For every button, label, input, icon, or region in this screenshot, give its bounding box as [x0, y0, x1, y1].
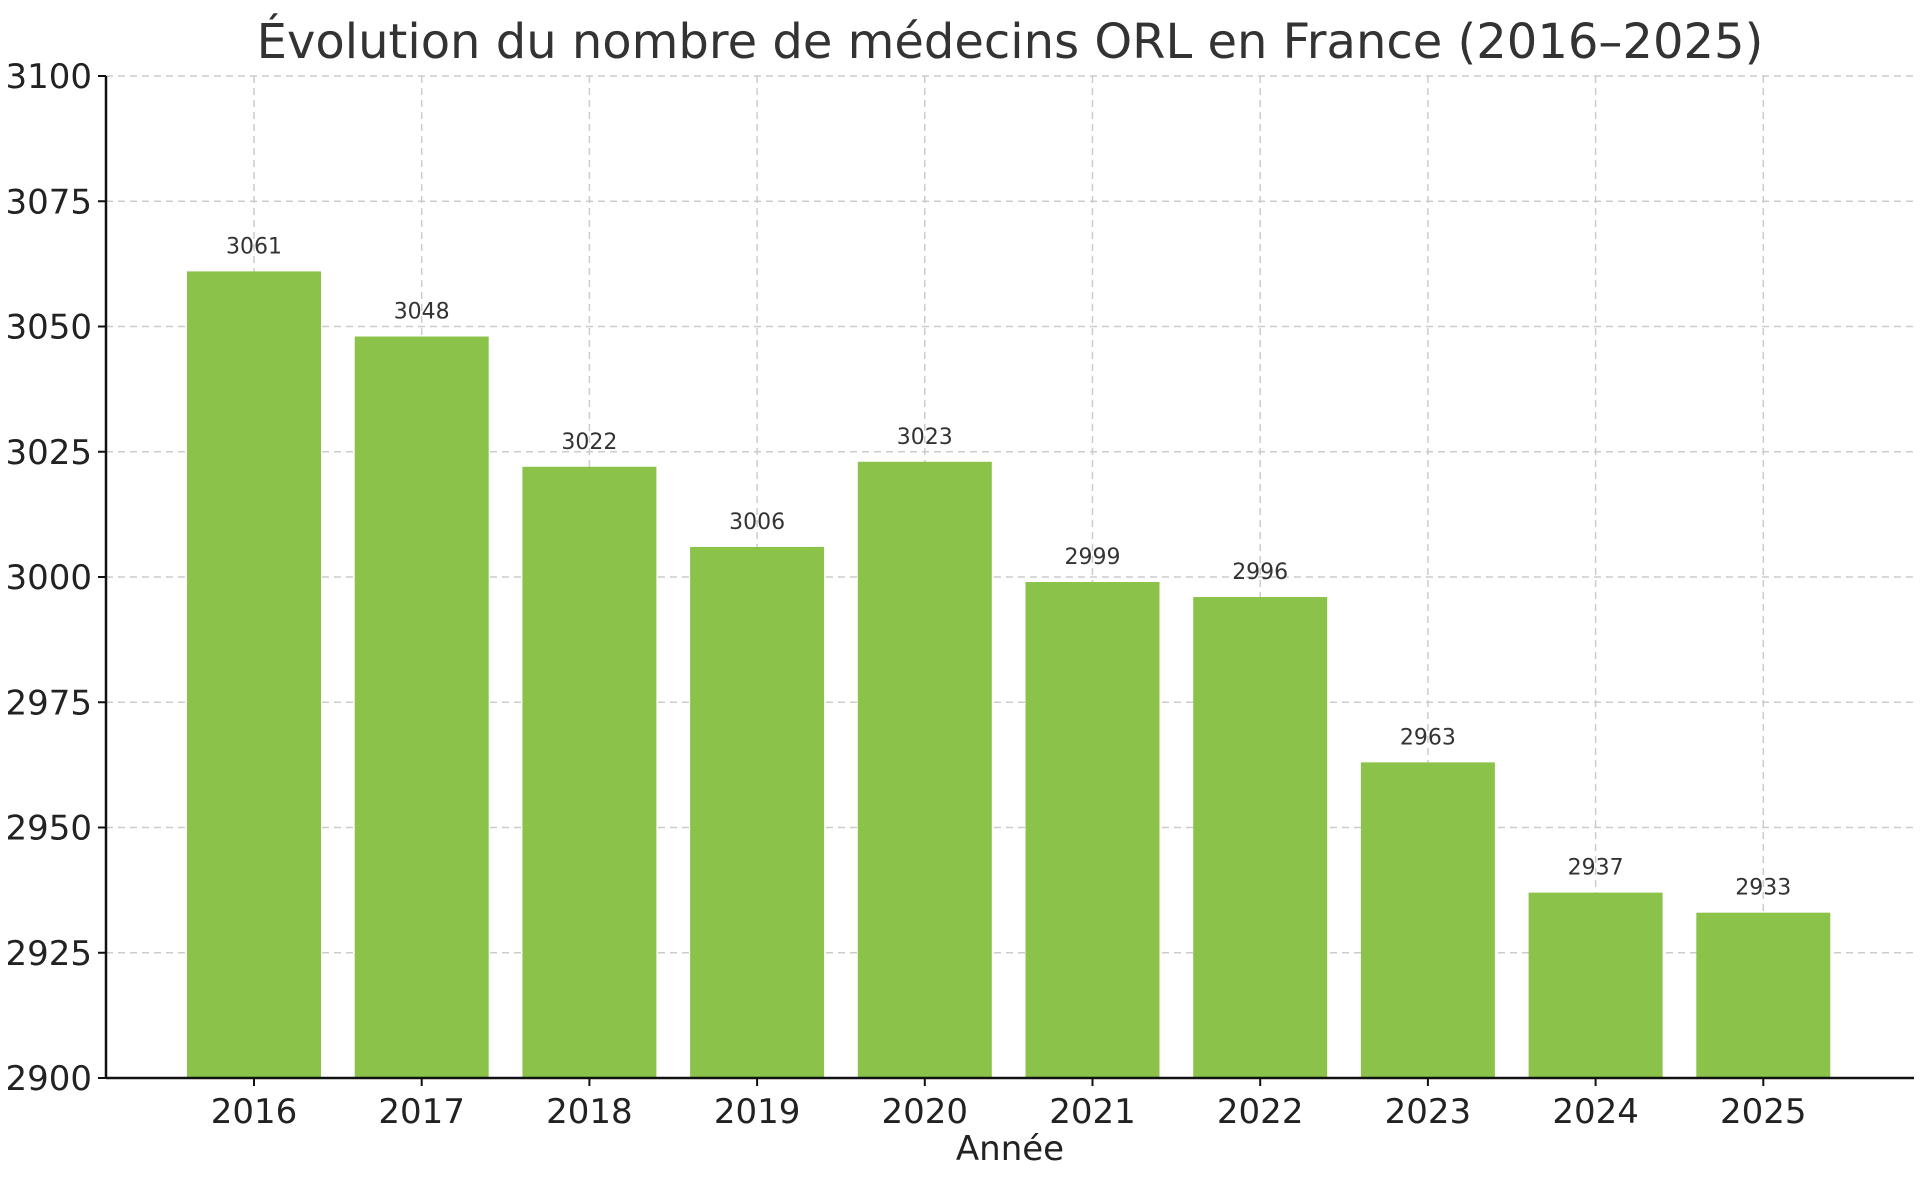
data-label-2018: 3022: [561, 430, 617, 455]
bar-2019: [690, 546, 825, 1078]
bar-2020: [857, 461, 992, 1078]
data-label-2024: 2937: [1568, 856, 1624, 881]
y-tick-label: 2925: [5, 934, 92, 974]
y-tick-label: 3100: [5, 57, 92, 97]
x-tick-label-2024: 2024: [1552, 1092, 1639, 1132]
data-label-2021: 2999: [1065, 545, 1121, 570]
x-tick-label-2017: 2017: [378, 1092, 465, 1132]
x-tick-label-2025: 2025: [1720, 1092, 1807, 1132]
y-tick-label: 2900: [5, 1059, 92, 1099]
y-tick-label: 3025: [5, 433, 92, 473]
bar-2022: [1193, 597, 1328, 1078]
x-tick-label-2021: 2021: [1049, 1092, 1136, 1132]
x-axis-ticks: 2016 2017 2018 2019 2020 2021 2022 2023 2024 2025: [211, 1078, 1807, 1132]
data-label-2017: 3048: [394, 300, 450, 325]
y-tick-label: 2975: [5, 683, 92, 723]
data-label-2022: 2996: [1232, 560, 1288, 585]
bar-2018: [522, 466, 657, 1078]
x-tick-label-2019: 2019: [714, 1092, 801, 1132]
bar-2023: [1360, 762, 1495, 1078]
data-label-2025: 2933: [1735, 876, 1791, 901]
bar-2017: [354, 336, 489, 1078]
x-tick-label-2023: 2023: [1385, 1092, 1472, 1132]
bar-2024: [1528, 892, 1663, 1078]
data-label-2016: 3061: [226, 234, 282, 259]
bar-2016: [187, 271, 321, 1078]
data-label-2019: 3006: [729, 510, 785, 535]
x-tick-label-2018: 2018: [546, 1092, 633, 1132]
bar-2021: [1025, 582, 1160, 1078]
data-labels: 3061 3048 3022 3006 3023 2999 2996 2963 2937 2933: [226, 234, 1791, 900]
y-tick-label: 3000: [5, 558, 92, 598]
data-label-2020: 3023: [897, 425, 953, 450]
y-axis-ticks: 2900 2925 2950 2975 3000 3025 3050 3075 3100: [5, 57, 106, 1099]
x-tick-label-2020: 2020: [882, 1092, 969, 1132]
bar-2025: [1696, 912, 1831, 1078]
bars: [187, 271, 1831, 1078]
x-tick-label-2022: 2022: [1217, 1092, 1304, 1132]
chart-title: Évolution du nombre de médecins ORL en F…: [257, 13, 1764, 70]
data-label-2023: 2963: [1400, 725, 1456, 750]
y-tick-label: 2950: [5, 809, 92, 849]
x-tick-label-2016: 2016: [211, 1092, 298, 1132]
y-tick-label: 3050: [5, 308, 92, 348]
x-axis-label: Année: [956, 1129, 1064, 1169]
y-tick-label: 3075: [5, 182, 92, 222]
